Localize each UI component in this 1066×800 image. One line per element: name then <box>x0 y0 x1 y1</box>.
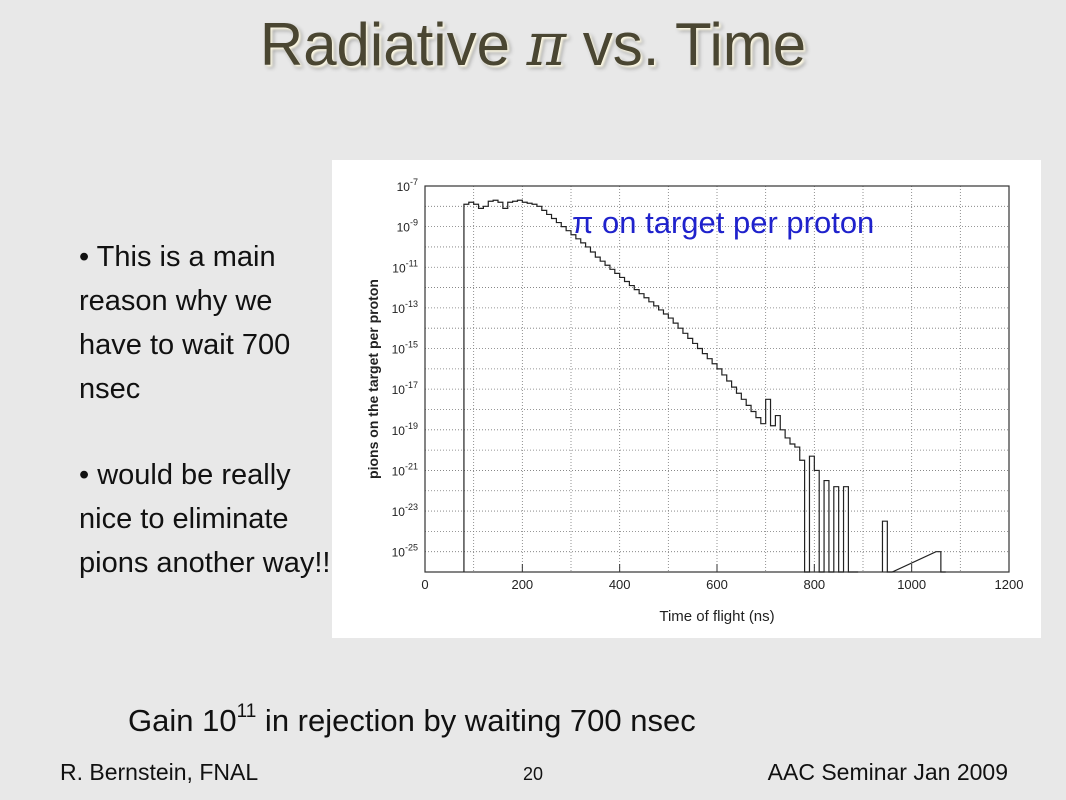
footer-event: AAC Seminar Jan 2009 <box>767 759 1008 785</box>
x-tick-label: 0 <box>421 577 428 592</box>
histogram-series-1 <box>881 520 946 573</box>
gain-post: rejection by waiting 700 nsec <box>297 703 696 738</box>
chart-annotation: π on target per proton <box>572 205 875 240</box>
histogram-series-0 <box>463 199 859 573</box>
bullet-list: • This is a main reason why we have to w… <box>79 235 339 585</box>
footer-author: R. Bernstein, FNAL <box>60 759 259 785</box>
y-tick-label: 10-7 <box>397 177 418 194</box>
y-tick-label: 10-15 <box>392 340 418 357</box>
y-tick-label: 10-23 <box>392 502 418 519</box>
x-tick-label: 800 <box>803 577 825 592</box>
x-axis-label: Time of flight (ns) <box>659 608 774 625</box>
slide-title: Radiative π vs. Time <box>0 10 1066 80</box>
x-tick-label: 400 <box>609 577 631 592</box>
gain-exponent: 11 <box>236 701 257 722</box>
y-tick-label: 10-19 <box>392 421 418 438</box>
x-tick-label: 200 <box>511 577 533 592</box>
title-pre: Radiative <box>259 11 527 78</box>
bullet-item-eliminate: • would be really nice to eliminate pion… <box>79 459 331 579</box>
y-tick-label: 10-25 <box>392 543 418 560</box>
y-tick-label: 10-11 <box>392 258 418 275</box>
x-tick-label: 1000 <box>897 577 926 592</box>
chart-panel: 0 200 400 600 800 1000 1200 10-7 10-9 10-11 10-13 1… <box>332 160 1041 638</box>
y-axis-label: pions on the target per proton <box>365 279 381 479</box>
x-tick-label: 1200 <box>995 577 1024 592</box>
pion-time-chart: 0 200 400 600 800 1000 1200 10-7 10-9 10-11 10-13 1… <box>365 177 1024 625</box>
y-tick-label: 10-13 <box>392 299 418 316</box>
gain-mid: in <box>256 703 298 738</box>
y-tick-label: 10-17 <box>392 380 418 397</box>
y-tick-label: 10-9 <box>397 218 418 235</box>
y-tick-label: 10-21 <box>392 461 418 478</box>
bullet-item-wait: • This is a main reason why we have to w… <box>79 241 291 405</box>
gain-statement: Gain 1011 in rejection by waiting 700 ns… <box>128 701 696 739</box>
title-pi-symbol: π <box>526 10 567 80</box>
gain-pre: Gain 10 <box>128 703 237 738</box>
title-post: vs. Time <box>566 11 807 78</box>
page-number: 20 <box>522 764 544 784</box>
x-tick-label: 600 <box>706 577 728 592</box>
